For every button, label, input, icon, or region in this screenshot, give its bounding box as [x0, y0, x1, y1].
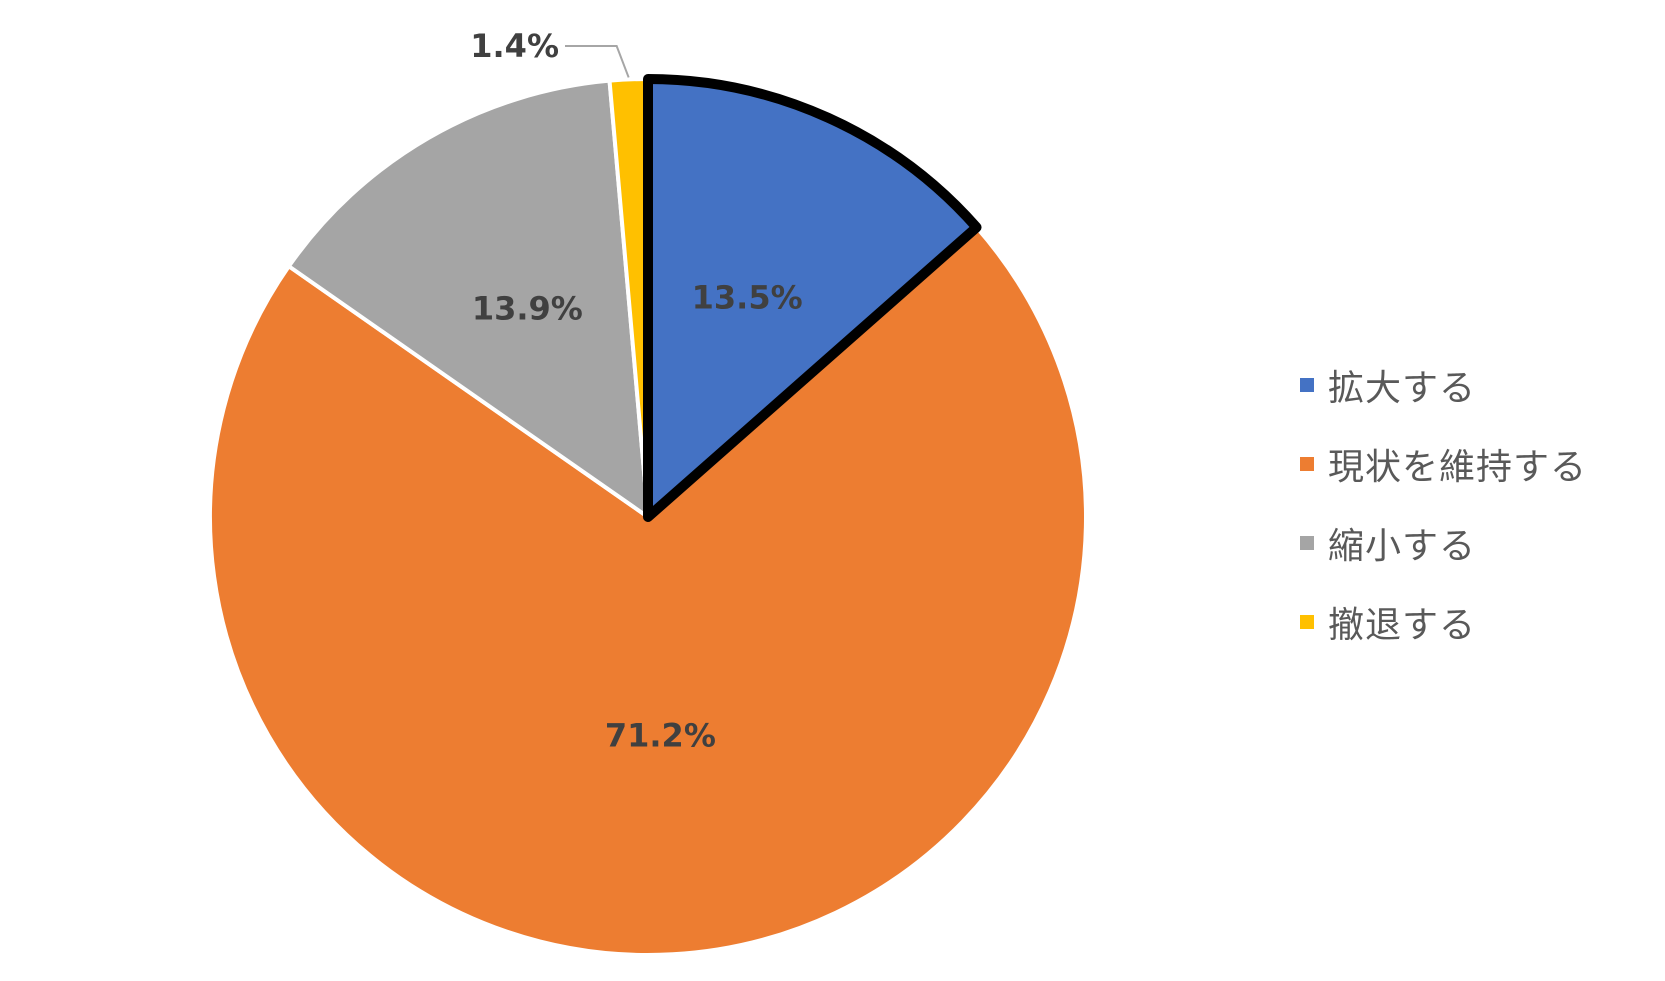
data-label-shrink: 13.9%	[472, 290, 583, 328]
legend-swatch-shrink	[1300, 535, 1314, 550]
legend-swatch-withdraw	[1300, 614, 1314, 629]
legend-item-maintain: 現状を維持する	[1300, 424, 1587, 503]
legend-item-shrink: 縮小する	[1300, 503, 1587, 582]
leader-line-withdraw	[565, 45, 630, 78]
legend-label-withdraw: 撤退する	[1328, 604, 1477, 646]
highlight-outline-expand	[643, 74, 982, 522]
legend: 拡大する 現状を維持する 縮小する 撤退する	[1300, 345, 1587, 661]
legend-label-expand: 拡大する	[1328, 367, 1477, 409]
data-label-maintain: 71.2%	[605, 717, 716, 755]
legend-swatch-expand	[1300, 377, 1314, 392]
pie-slice-maintain	[208, 225, 1088, 957]
legend-label-maintain: 現状を維持する	[1328, 446, 1588, 488]
legend-swatch-maintain	[1300, 456, 1314, 471]
legend-item-withdraw: 撤退する	[1300, 582, 1587, 661]
pie-slice-shrink	[286, 78, 650, 519]
data-label-withdraw: 1.4%	[470, 27, 559, 65]
legend-label-shrink: 縮小する	[1328, 525, 1477, 567]
legend-item-expand: 拡大する	[1300, 345, 1587, 424]
data-label-expand: 13.5%	[692, 278, 803, 316]
